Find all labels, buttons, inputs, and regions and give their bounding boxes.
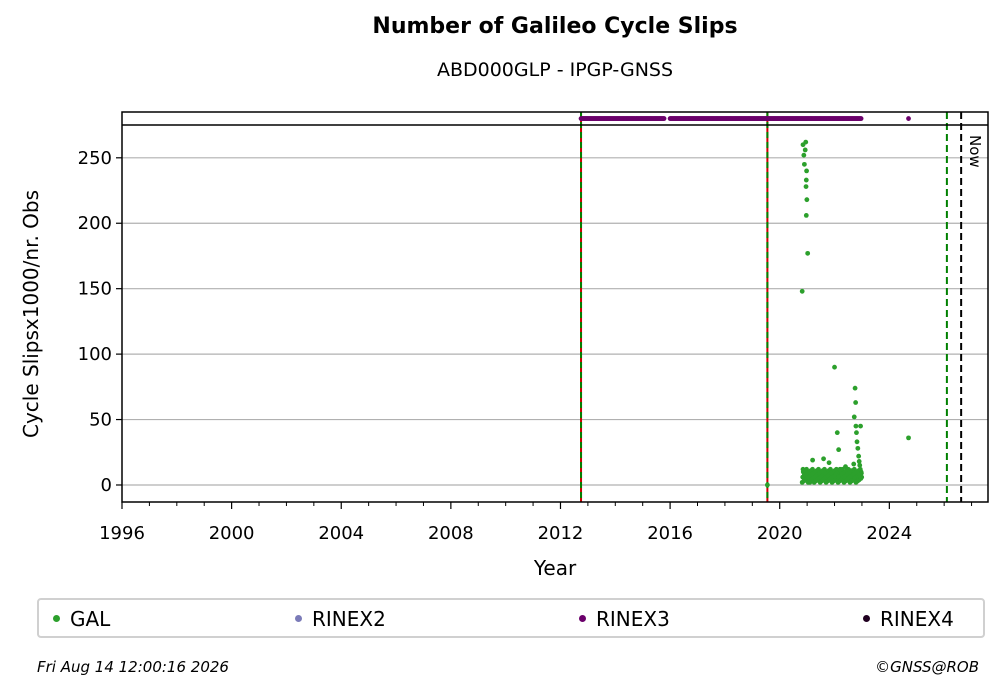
gal-point xyxy=(852,385,858,391)
legend-marker-icon xyxy=(579,615,586,622)
x-tick-label: 2004 xyxy=(318,523,364,544)
y-tick-label: 50 xyxy=(89,410,112,431)
chart-title: Number of Galileo Cycle Slips xyxy=(372,14,738,39)
legend-item-rinex3: RINEX3 xyxy=(579,607,670,631)
gal-point xyxy=(851,461,857,467)
gal-point xyxy=(821,456,826,462)
gal-point xyxy=(804,168,809,174)
legend-label: RINEX4 xyxy=(880,607,954,631)
legend-label: RINEX2 xyxy=(312,607,386,631)
x-axis-label: Year xyxy=(533,556,577,580)
y-tick-label: 250 xyxy=(78,148,112,169)
gal-point xyxy=(804,197,810,203)
gal-point xyxy=(803,139,809,145)
x-tick-label: 2024 xyxy=(866,523,912,544)
gal-point xyxy=(858,470,864,476)
legend-label: GAL xyxy=(70,607,111,631)
gal-point xyxy=(855,445,861,451)
now-label: Now xyxy=(966,135,984,168)
y-tick-label: 0 xyxy=(101,475,112,496)
plot-frame xyxy=(121,111,989,503)
gal-point xyxy=(805,250,811,256)
x-tick-label: 2000 xyxy=(209,523,255,544)
x-tick-label: 2016 xyxy=(647,523,693,544)
gal-point xyxy=(857,462,863,468)
legend-label: RINEX3 xyxy=(596,607,670,631)
footer-timestamp: Fri Aug 14 12:00:16 2026 xyxy=(37,658,229,676)
rinex3-point xyxy=(661,116,667,121)
gal-point xyxy=(858,476,864,481)
gal-point xyxy=(854,439,860,445)
legend-item-rinex2: RINEX2 xyxy=(295,607,386,631)
rinex3-point xyxy=(858,116,864,121)
gal-point xyxy=(856,453,862,459)
gal-point xyxy=(853,423,859,429)
y-tick-label: 150 xyxy=(78,279,112,300)
y-tick-label: 100 xyxy=(78,344,112,365)
gal-point xyxy=(810,457,816,463)
grid-lines xyxy=(122,157,988,486)
gal-point xyxy=(836,447,842,453)
gal-point xyxy=(826,460,832,466)
y-tick-label: 200 xyxy=(78,213,112,234)
x-tick-label: 2012 xyxy=(538,523,584,544)
x-tick-label: 2008 xyxy=(428,523,474,544)
vertical-markers xyxy=(580,112,963,502)
legend-marker-icon xyxy=(295,615,302,622)
gal-point xyxy=(858,423,863,429)
rinex3-point xyxy=(906,116,911,121)
legend-item-rinex4: RINEX4 xyxy=(863,607,954,631)
gal-point xyxy=(803,184,809,189)
gal-point xyxy=(801,161,807,167)
data-points xyxy=(578,116,911,488)
gal-point xyxy=(834,430,840,436)
gal-point xyxy=(803,177,809,183)
gal-point xyxy=(857,466,863,472)
gal-point xyxy=(801,152,807,158)
gal-point xyxy=(764,482,770,488)
gal-point xyxy=(799,288,805,294)
gal-point xyxy=(802,147,808,153)
legend-item-gal: GAL xyxy=(53,607,110,631)
legend-marker-icon xyxy=(53,615,60,622)
gal-point xyxy=(851,414,857,420)
legend-marker-icon xyxy=(863,615,870,622)
gal-point xyxy=(832,364,837,370)
gal-point xyxy=(803,212,809,218)
chart-subtitle: ABD000GLP - IPGP-GNSS xyxy=(436,59,674,81)
footer-copyright: ©GNSS@ROB xyxy=(875,658,979,676)
gal-point xyxy=(854,430,859,436)
y-axis-label: Cycle Slipsx1000/nr. Obs xyxy=(19,190,43,438)
gal-point xyxy=(856,459,862,464)
gal-point xyxy=(906,435,911,441)
axis-ticks: 0 50 100 150 200 250 1996 2000 2004 2008 2012 2016 2… xyxy=(78,148,973,544)
x-tick-label: 2020 xyxy=(757,523,803,544)
gal-point xyxy=(853,400,859,405)
legend: GAL RINEX2 RINEX3 RINEX4 xyxy=(37,598,985,638)
x-tick-label: 1996 xyxy=(99,523,145,544)
